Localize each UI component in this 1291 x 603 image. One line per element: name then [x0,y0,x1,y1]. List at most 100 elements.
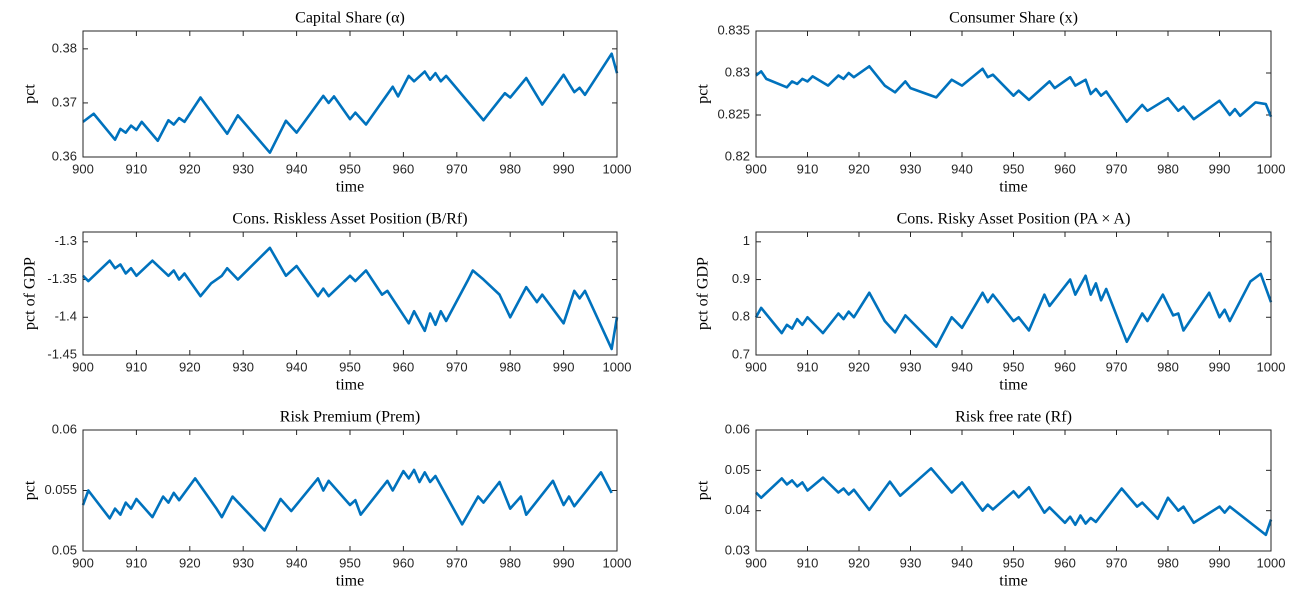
x-tick-label: 980 [1157,555,1179,570]
x-tick-label: 910 [797,555,819,570]
axes-box [755,429,1272,552]
y-tick-label: 0.36 [52,148,77,163]
y-tick-label: 0.82 [725,148,750,163]
subplot-title: Risk Premium (Prem) [280,409,420,426]
x-tick-label: 960 [393,555,415,570]
x-tick-label: 960 [1054,161,1076,176]
x-tick-label: 1000 [603,161,632,176]
x-tick-label: 1000 [1257,555,1286,570]
x-tick-label: 990 [553,161,575,176]
x-tick-label: 920 [848,359,870,374]
x-axis-label: time [999,573,1027,590]
x-tick-label: 980 [499,555,521,570]
x-tick-label: 990 [1209,555,1231,570]
x-tick-label: 930 [232,161,254,176]
x-tick-label: 980 [499,161,521,176]
y-tick-label: 0.04 [725,502,750,517]
x-tick-label: 970 [1106,161,1128,176]
x-tick-label: 1000 [603,555,632,570]
x-tick-label: 970 [446,555,468,570]
x-tick-label: 960 [393,161,415,176]
x-tick-label: 940 [286,161,308,176]
subplot-title: Consumer Share (x) [949,10,1078,27]
x-tick-label: 900 [745,161,767,176]
x-tick-label: 950 [339,161,361,176]
x-tick-label: 950 [339,555,361,570]
y-axis-label: pct of GDP [695,257,712,330]
x-tick-label: 940 [951,359,973,374]
data-line [755,64,1273,124]
y-tick-label: 0.06 [52,421,77,436]
x-tick-label: 960 [1054,359,1076,374]
y-tick-label: 0.8 [732,309,750,324]
x-tick-label: 900 [745,555,767,570]
x-tick-label: 980 [499,359,521,374]
x-tick-label: 910 [126,555,148,570]
x-tick-label: 910 [126,161,148,176]
x-tick-label: 940 [286,359,308,374]
y-tick-label: 0.06 [725,421,750,436]
x-axis-label: time [336,377,364,394]
y-tick-label: 0.9 [732,271,750,286]
x-tick-label: 940 [951,161,973,176]
y-tick-label: -1.35 [47,271,77,286]
y-tick-label: 0.05 [725,462,750,477]
x-tick-label: 950 [1003,555,1025,570]
axes-background [83,232,617,355]
x-tick-label: 960 [1054,555,1076,570]
data-line [755,467,1273,537]
x-tick-label: 1000 [1257,359,1286,374]
x-tick-label: 970 [1106,359,1128,374]
subplot-title: Capital Share (α) [295,10,405,27]
subplot-title: Cons. Riskless Asset Position (B/Rf) [232,211,467,228]
data-line [81,468,613,532]
y-tick-label: 0.03 [725,542,750,557]
x-tick-label: 920 [179,161,201,176]
x-tick-label: 920 [179,359,201,374]
y-tick-label: -1.45 [47,346,77,361]
x-tick-label: 940 [286,555,308,570]
x-tick-label: 950 [1003,161,1025,176]
y-tick-label: -1.3 [55,233,77,248]
y-axis-label: pct [695,480,712,500]
y-axis-label: pct of GDP [22,257,39,330]
axes-box [755,231,1272,356]
x-tick-label: 930 [900,359,922,374]
data-line [82,52,619,154]
x-tick-label: 980 [1157,359,1179,374]
subplot-title: Cons. Risky Asset Position (PA × A) [897,211,1131,228]
y-tick-label: 0.835 [717,22,750,37]
y-tick-label: 0.37 [52,94,77,109]
x-tick-label: 970 [446,359,468,374]
x-tick-label: 1000 [603,359,632,374]
axes-background [756,232,1271,355]
x-tick-label: 940 [951,555,973,570]
y-tick-label: 0.05 [52,542,77,557]
x-tick-label: 1000 [1257,161,1286,176]
x-axis-label: time [336,179,364,196]
y-tick-label: 0.055 [44,482,77,497]
x-tick-label: 970 [1106,555,1128,570]
x-tick-label: 930 [900,161,922,176]
x-tick-label: 990 [553,359,575,374]
x-tick-label: 900 [72,359,94,374]
axes-background [83,430,617,551]
axes-box [755,30,1272,158]
x-tick-label: 960 [393,359,415,374]
axes-background [83,31,617,157]
y-axis-label: pct [22,480,39,500]
x-tick-label: 900 [745,359,767,374]
x-tick-label: 970 [446,161,468,176]
x-tick-label: 910 [126,359,148,374]
y-tick-label: 1 [743,233,750,248]
x-tick-label: 920 [848,555,870,570]
x-tick-label: 900 [72,555,94,570]
axes-box [82,231,618,356]
x-tick-label: 920 [848,161,870,176]
y-tick-label: 0.825 [717,106,750,121]
y-axis-label: pct [22,84,39,104]
x-axis-label: time [336,573,364,590]
subplot-title: Risk free rate (Rf) [955,409,1072,426]
